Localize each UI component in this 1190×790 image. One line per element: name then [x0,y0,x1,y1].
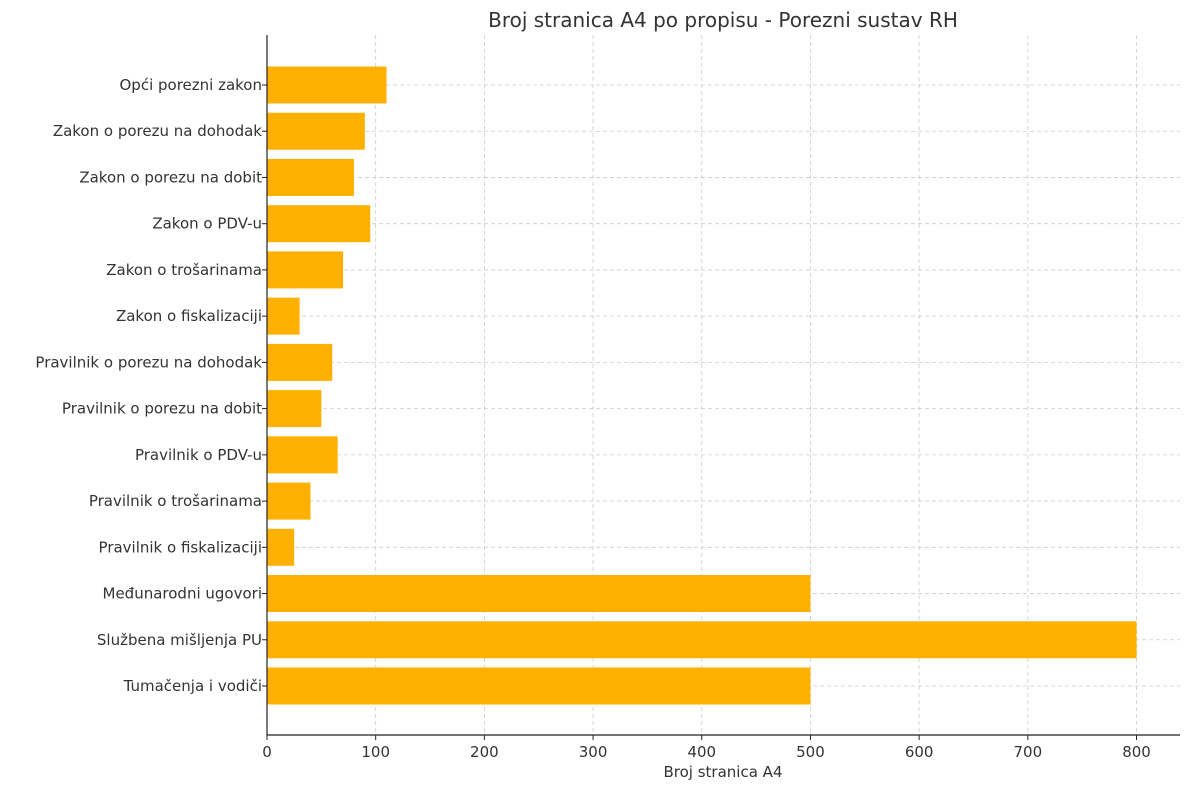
bar [267,66,387,104]
bar [267,205,371,243]
y-tick-label: Međunarodni ugovori [103,585,262,603]
bar [267,158,354,196]
y-tick-label: Zakon o fiskalizaciji [116,307,262,325]
x-tick-label: 200 [470,743,499,761]
y-tick-label: Zakon o porezu na dobit [79,168,262,186]
chart-title: Broj stranica A4 po propisu - Porezni su… [488,8,958,32]
y-tick-label: Zakon o trošarinama [106,261,262,279]
y-tick-label: Pravilnik o trošarinama [89,492,262,510]
x-tick-label: 500 [796,743,825,761]
bar [267,621,1137,659]
x-axis-label: Broj stranica A4 [664,763,783,781]
x-tick-label: 800 [1122,743,1151,761]
y-tick-label: Pravilnik o fiskalizaciji [99,538,262,556]
bar [267,528,295,566]
x-tick-label: 700 [1014,743,1043,761]
y-tick-label: Pravilnik o porezu na dohodak [35,353,262,371]
bar [267,436,338,474]
bar [267,343,333,381]
x-tick-label: 100 [361,743,390,761]
bar [267,251,344,289]
x-axis-ticks: 0 100 200 300 400 500 600 700 800 [262,735,1151,761]
x-tick-label: 400 [687,743,716,761]
bar [267,297,300,335]
y-tick-label: Službena mišljenja PU [97,631,262,649]
bars [267,66,1137,705]
x-tick-label: 0 [262,743,272,761]
y-tick-label: Zakon o porezu na dohodak [53,122,262,140]
y-tick-label: Zakon o PDV-u [152,215,262,233]
bar [267,667,811,705]
bar [267,112,365,150]
y-tick-label: Tumačenja i vodiči [123,677,262,695]
bar [267,482,311,520]
y-tick-label: Opći porezni zakon [120,76,263,94]
x-tick-label: 300 [579,743,608,761]
y-axis-ticks: Opći porezni zakon Zakon o porezu na doho… [35,76,267,695]
bar [267,575,811,613]
y-tick-label: Pravilnik o PDV-u [135,446,262,464]
bar [267,390,322,428]
x-tick-label: 600 [905,743,934,761]
y-tick-label: Pravilnik o porezu na dobit [62,400,262,418]
